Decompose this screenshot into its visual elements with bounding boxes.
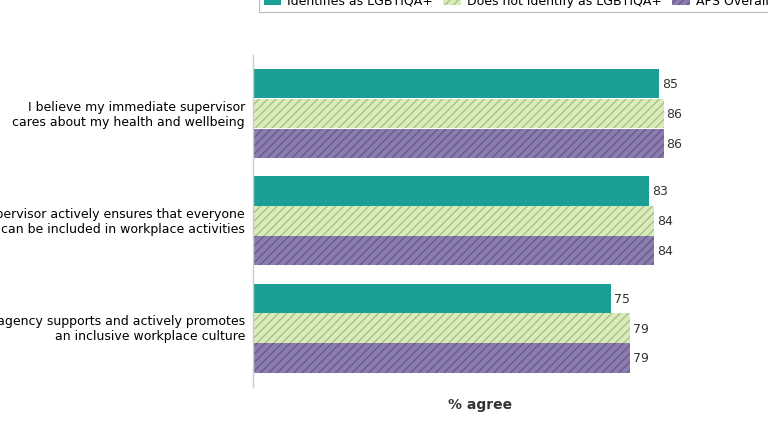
Bar <box>253 207 654 236</box>
Text: 79: 79 <box>633 322 649 335</box>
Bar <box>253 130 664 159</box>
Text: 83: 83 <box>652 185 668 198</box>
Bar <box>253 344 631 373</box>
Legend: Identifies as LGBTIQA+, Does not identify as LGBTIQA+, APS Overall: Identifies as LGBTIQA+, Does not identif… <box>259 0 768 12</box>
X-axis label: % agree: % agree <box>448 397 512 412</box>
Text: 86: 86 <box>667 138 683 151</box>
Bar <box>253 237 654 266</box>
Bar <box>253 314 631 343</box>
Bar <box>253 100 664 129</box>
Bar <box>253 70 659 99</box>
Text: 75: 75 <box>614 292 630 305</box>
Text: 84: 84 <box>657 215 673 228</box>
Text: 85: 85 <box>662 78 677 91</box>
Bar <box>253 177 649 206</box>
Text: 84: 84 <box>657 245 673 258</box>
Bar <box>253 284 611 313</box>
Text: 79: 79 <box>633 352 649 365</box>
Text: 86: 86 <box>667 108 683 121</box>
